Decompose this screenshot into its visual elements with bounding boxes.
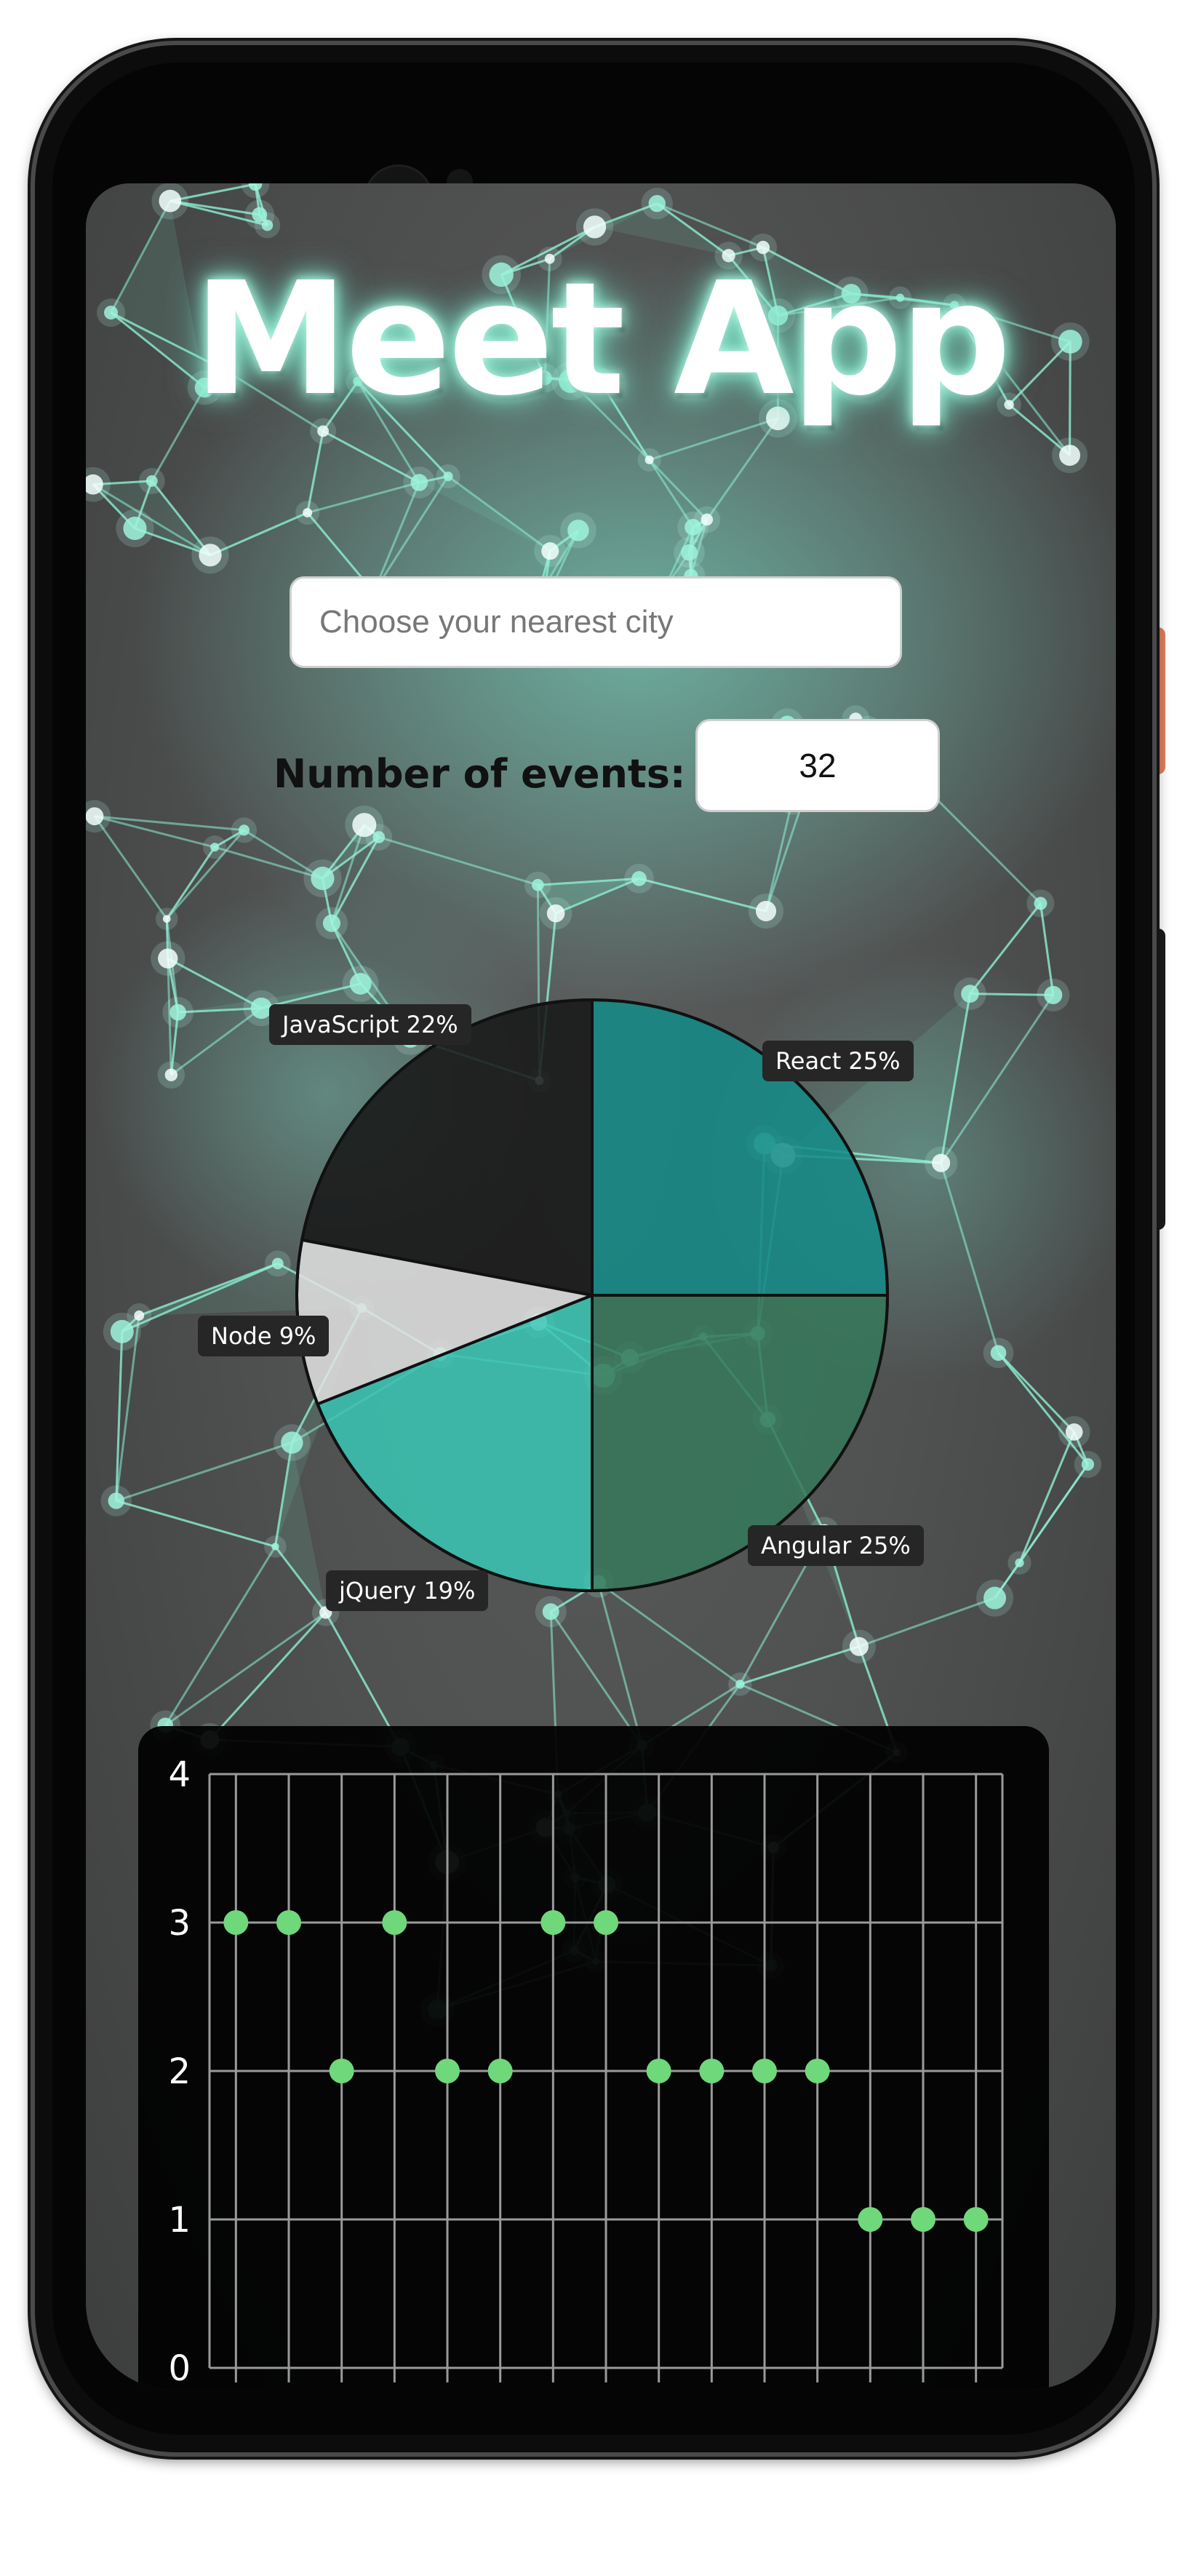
scatter-point[interactable] xyxy=(329,2059,354,2083)
scatter-point[interactable] xyxy=(858,2207,883,2232)
scatter-point[interactable] xyxy=(911,2207,935,2232)
y-tick-label: 0 xyxy=(168,2348,191,2389)
scatter-point[interactable] xyxy=(646,2059,671,2083)
y-tick-label: 3 xyxy=(168,1903,191,1944)
scatter-point[interactable] xyxy=(223,1910,249,1935)
scatter-point[interactable] xyxy=(699,2059,725,2083)
scatter-point[interactable] xyxy=(435,2059,460,2083)
scatter-point[interactable] xyxy=(276,1910,301,1935)
scatter-point[interactable] xyxy=(752,2059,777,2083)
scatter-point[interactable] xyxy=(594,1910,618,1935)
y-tick-label: 1 xyxy=(168,2200,191,2241)
y-tick-label: 4 xyxy=(168,1754,191,1795)
number-of-events-input[interactable] xyxy=(695,719,940,812)
y-tick-label: 2 xyxy=(168,2051,191,2092)
scatter-point[interactable] xyxy=(540,1910,566,1935)
app-screen: Meet App Number of events: React 25%Angu… xyxy=(86,183,1116,2390)
app-title: Meet App xyxy=(193,249,1011,430)
scatter-chart-panel: 0 1 2 3 4 xyxy=(138,1726,1049,2390)
scatter-chart: 0 1 2 3 4 xyxy=(168,1754,1004,2389)
city-search-input[interactable] xyxy=(290,576,902,668)
scatter-point[interactable] xyxy=(382,1910,407,1935)
scatter-point[interactable] xyxy=(487,2059,513,2083)
number-of-events-label: Number of events: xyxy=(274,751,686,797)
scatter-point[interactable] xyxy=(805,2059,830,2083)
scatter-grid xyxy=(208,1773,1004,2382)
scatter-point[interactable] xyxy=(963,2207,989,2232)
